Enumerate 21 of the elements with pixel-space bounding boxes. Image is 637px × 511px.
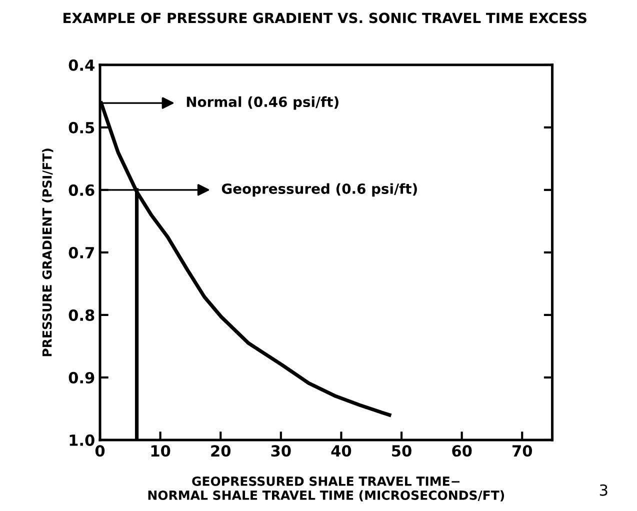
x-axis-title: GEOPRESSURED SHALE TRAVEL TIME− NORMAL SHALE TRAVEL TIME (MICROSECONDS/FT) (148, 476, 504, 502)
y-tick-label: 0.5 (68, 122, 94, 134)
annotation: Geopressured (0.6 psi/ft) (222, 183, 417, 197)
y-tick-label: 0.6 (68, 184, 94, 196)
text: 3 (600, 484, 608, 496)
y-tick-label: 0.8 (68, 309, 94, 321)
y-tick-label: 1.0 (70, 434, 94, 446)
x-tick-label: 10 (151, 445, 170, 457)
y-tick-label: 0.4 (68, 59, 94, 71)
x-tick-label: 0 (95, 445, 105, 457)
x-tick-label: 60 (452, 445, 472, 457)
x-tick-label: 20 (211, 445, 231, 457)
y-tick-label: 0.7 (68, 246, 94, 258)
x-tick-label: 30 (271, 445, 291, 457)
chart-title: EXAMPLE OF PRESSURE GRADIENT VS. SONIC TRAVEL TIME EXCESS (64, 12, 586, 24)
x-tick-label: 40 (331, 445, 352, 457)
x-tick-label: 50 (392, 445, 412, 457)
y-axis-title: PRESSURE GRADIENT (PSI/FT) (42, 148, 54, 356)
annotation: Normal (0.46 psi/ft) (186, 96, 338, 110)
y-tick-label: 0.9 (68, 372, 94, 384)
x-tick-label: 70 (512, 445, 532, 457)
